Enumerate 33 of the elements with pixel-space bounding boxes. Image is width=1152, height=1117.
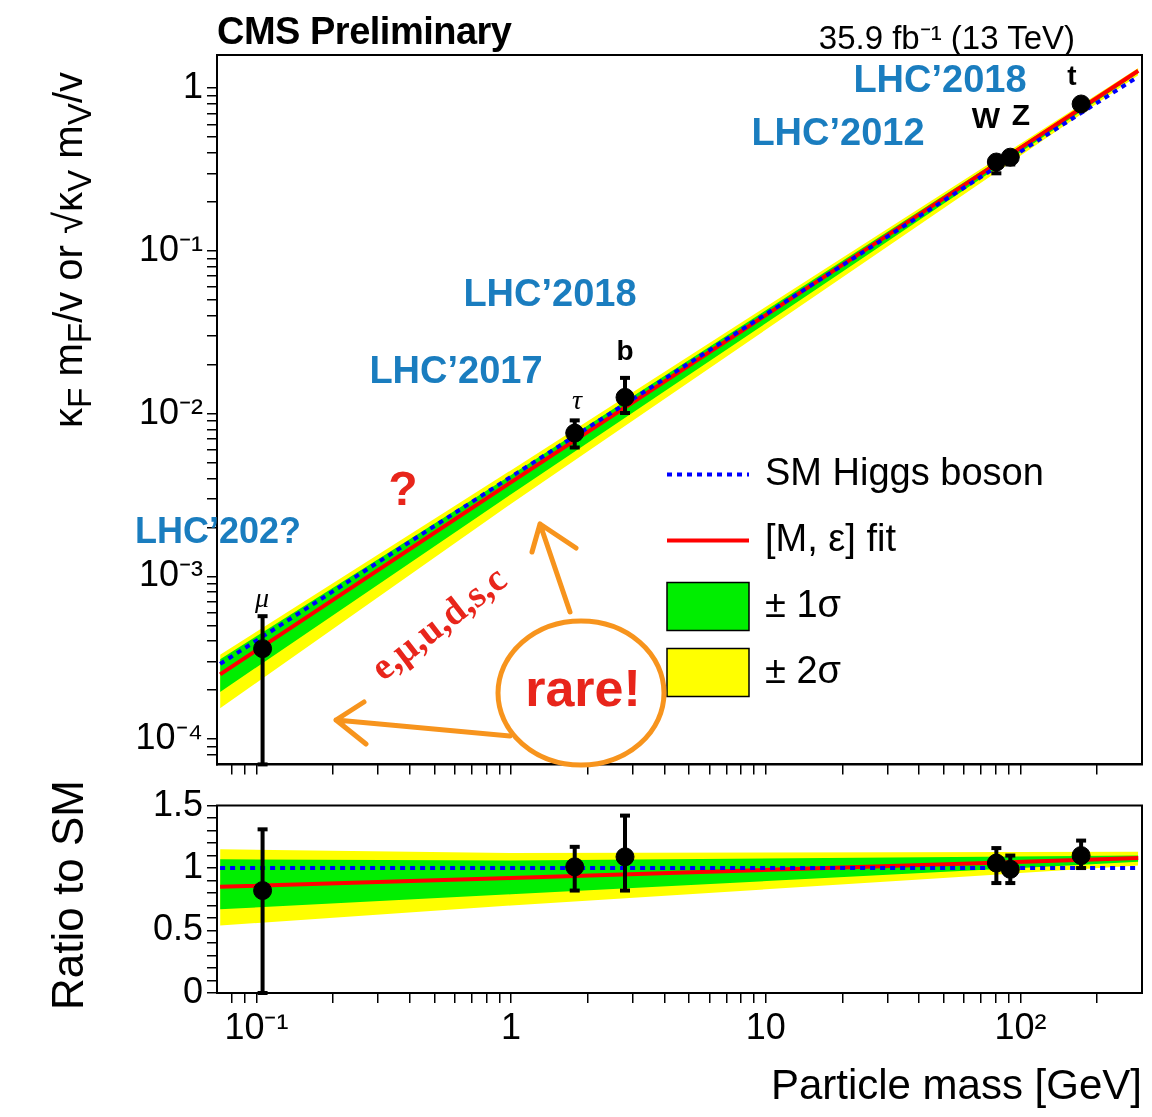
x-tick-label: 1	[501, 1005, 522, 1047]
y-axis-title: Ratio to SM	[43, 780, 93, 1010]
annotation: rare!	[525, 659, 641, 718]
y-tick-label: 10⁻³	[138, 553, 204, 595]
x-tick-label: 10⁻¹	[224, 1005, 289, 1047]
legend-label: ± 1σ	[765, 582, 841, 625]
annotation: t	[1067, 59, 1077, 91]
chart-subtitle: 35.9 fb⁻¹ (13 TeV)	[818, 18, 1075, 58]
x-axis-title: Particle mass [GeV]	[770, 1061, 1142, 1109]
annotation: Z	[1011, 98, 1031, 132]
y-tick-label: 1.5	[152, 782, 203, 824]
annotation: b	[616, 334, 634, 366]
x-tick-label: 10	[745, 1005, 786, 1047]
annotation: LHC’2012	[751, 111, 925, 154]
x-tick-label: 10²	[994, 1005, 1047, 1047]
legend-label: SM Higgs boson	[765, 450, 1044, 493]
y-tick-label: 1	[182, 844, 203, 886]
annotation: ?	[388, 462, 418, 516]
annotation: μ	[253, 582, 270, 614]
y-tick-label: 10⁻⁴	[135, 716, 203, 758]
y-tick-label: 0	[182, 969, 203, 1011]
annotation: W	[971, 101, 1001, 135]
y-tick-label: 1	[182, 65, 203, 107]
annotation: LHC’2018	[463, 272, 637, 315]
annotation: LHC’2018	[853, 58, 1027, 101]
y-tick-label: 0.5	[152, 907, 203, 949]
legend-label: [M, ε] fit	[765, 516, 897, 559]
y-tick-label: 10⁻¹	[138, 227, 204, 269]
chart-title: CMS Preliminary	[217, 10, 512, 53]
legend-label: ± 2σ	[765, 648, 841, 691]
annotation: LHC’2017	[369, 349, 543, 392]
annotation: τ	[571, 384, 583, 416]
y-tick-label: 10⁻²	[138, 390, 204, 432]
